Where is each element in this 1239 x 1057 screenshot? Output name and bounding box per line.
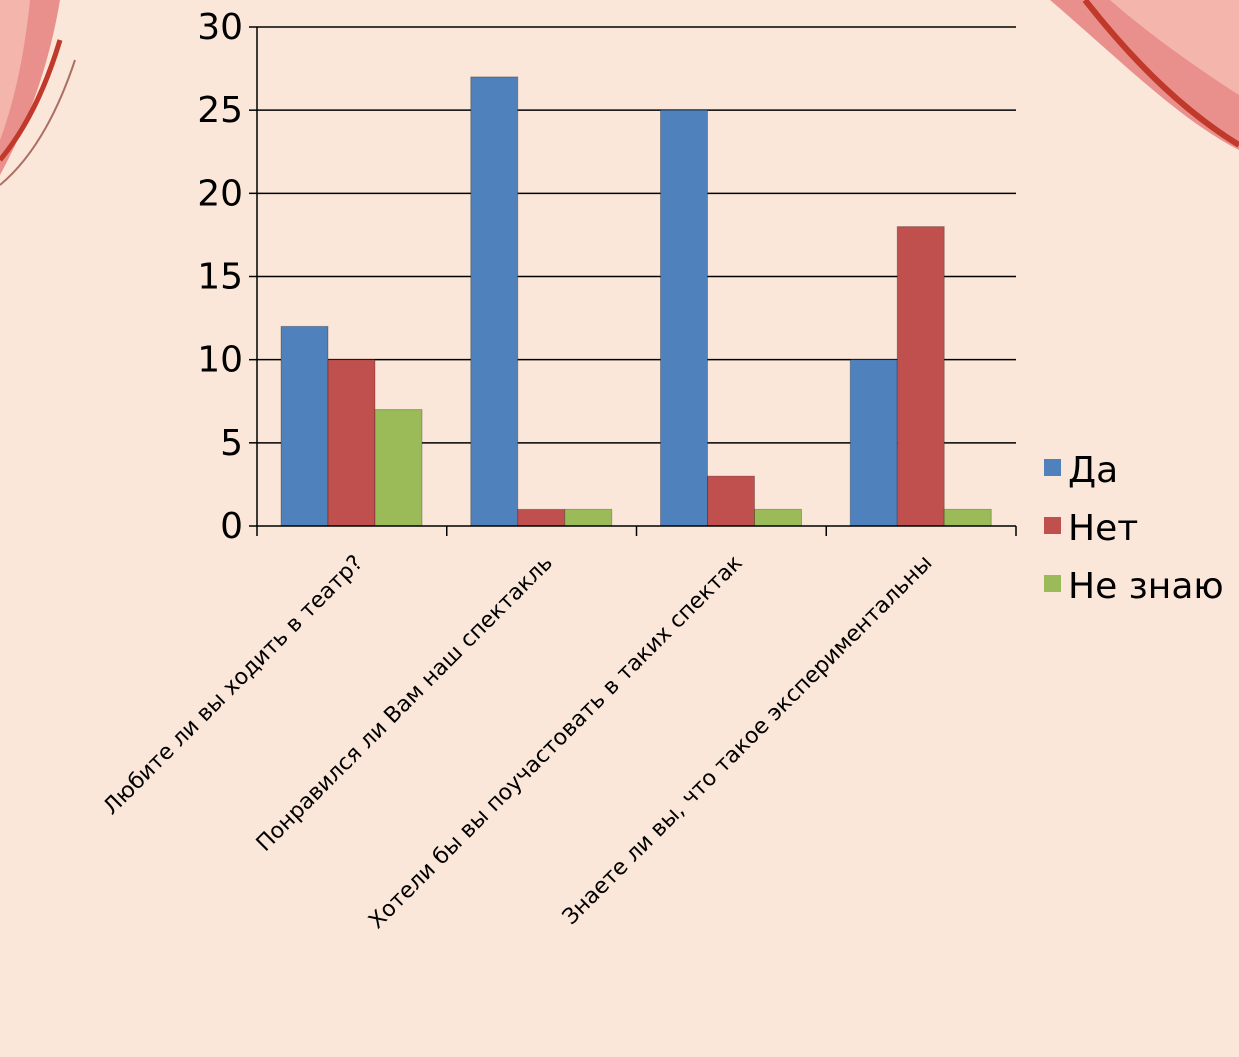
x-tick-label: Знаете ли вы, что такое экспериментальны xyxy=(558,551,937,930)
legend-swatch xyxy=(1044,575,1061,592)
y-tick-label: 25 xyxy=(197,90,243,131)
y-tick-label: 15 xyxy=(197,257,243,298)
x-tick-label: Хотели бы вы поучастовать в таких спекта… xyxy=(364,551,747,934)
bar-yes xyxy=(470,76,519,527)
bar-dont-know xyxy=(943,508,992,527)
bar-no xyxy=(517,508,566,527)
legend-label: Нет xyxy=(1068,508,1138,549)
y-tick-label: 20 xyxy=(197,173,243,214)
bar-no xyxy=(896,226,945,527)
bar-no xyxy=(707,475,755,527)
x-tick-labels: Любите ли вы ходить в театр?Понравился л… xyxy=(99,551,938,934)
bar-no xyxy=(327,359,376,527)
bar-dont-know xyxy=(564,508,613,527)
x-tick-label: Понравился ли Вам наш спектакль xyxy=(252,551,558,857)
y-tick-label: 0 xyxy=(220,506,243,547)
y-tick-label: 5 xyxy=(220,423,243,464)
legend-label: Не знаю xyxy=(1068,566,1224,607)
legend: Да Нет Не знаю xyxy=(1044,450,1224,607)
legend-swatch xyxy=(1044,459,1061,476)
bars xyxy=(280,76,992,527)
y-tick-label: 30 xyxy=(197,7,243,48)
bar-yes xyxy=(280,325,329,527)
legend-swatch xyxy=(1044,517,1061,534)
bar-yes xyxy=(660,109,708,527)
legend-label: Да xyxy=(1068,450,1118,491)
bar-dont-know xyxy=(754,508,802,527)
y-tick-label: 10 xyxy=(197,340,243,381)
axes xyxy=(249,26,1017,536)
curtain-left-decoration xyxy=(0,0,76,186)
bar-dont-know xyxy=(374,409,423,527)
curtain-right-decoration xyxy=(1050,0,1239,150)
y-tick-labels: 0 5 10 15 20 25 30 xyxy=(197,7,243,547)
bar-yes xyxy=(849,359,898,527)
